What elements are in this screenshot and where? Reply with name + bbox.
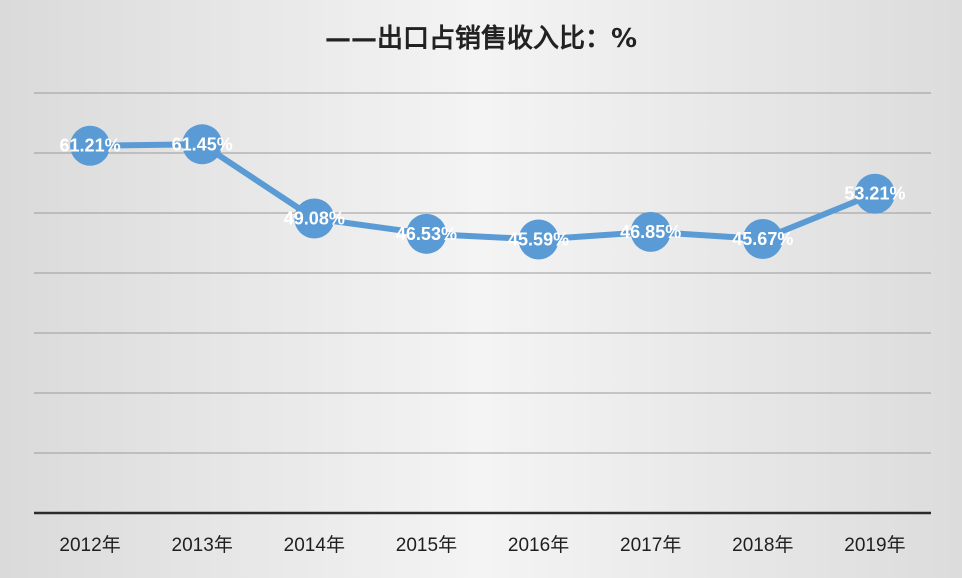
- data-label: 53.21%: [844, 184, 905, 204]
- data-point: [854, 173, 895, 214]
- data-label: 45.67%: [732, 229, 793, 249]
- chart-title: ——出口占销售收入比：%: [324, 24, 638, 54]
- data-label: 46.53%: [396, 224, 457, 244]
- data-label: 45.59%: [508, 229, 569, 249]
- data-point: [70, 125, 111, 166]
- data-labels: 61.21% 61.45% 49.08% 46.53% 45.59% 46.85% 45.6…: [60, 134, 906, 249]
- x-tick-label: 2015年: [396, 534, 457, 556]
- data-point: [182, 124, 223, 165]
- data-label: 61.45%: [172, 134, 233, 154]
- x-tick-labels: 2012年 2013年 2014年 2015年 2016年 2017年 2018年 2019年: [59, 534, 905, 556]
- x-tick-label: 2017年: [620, 534, 681, 556]
- data-point: [742, 218, 783, 259]
- data-label: 61.21%: [60, 136, 121, 156]
- data-label: 46.85%: [620, 222, 681, 242]
- x-tick-label: 2018年: [732, 534, 793, 556]
- x-tick-label: 2013年: [172, 534, 233, 556]
- data-point: [630, 211, 671, 252]
- data-point: [406, 213, 447, 254]
- x-tick-label: 2014年: [284, 534, 345, 556]
- x-tick-label: 2019年: [844, 534, 905, 556]
- data-label: 49.08%: [284, 209, 345, 229]
- data-point: [294, 198, 335, 239]
- x-tick-label: 2012年: [59, 534, 120, 556]
- series-markers: [70, 124, 895, 260]
- gridlines: [34, 92, 931, 454]
- x-tick-label: 2016年: [508, 534, 569, 556]
- data-point: [518, 219, 559, 260]
